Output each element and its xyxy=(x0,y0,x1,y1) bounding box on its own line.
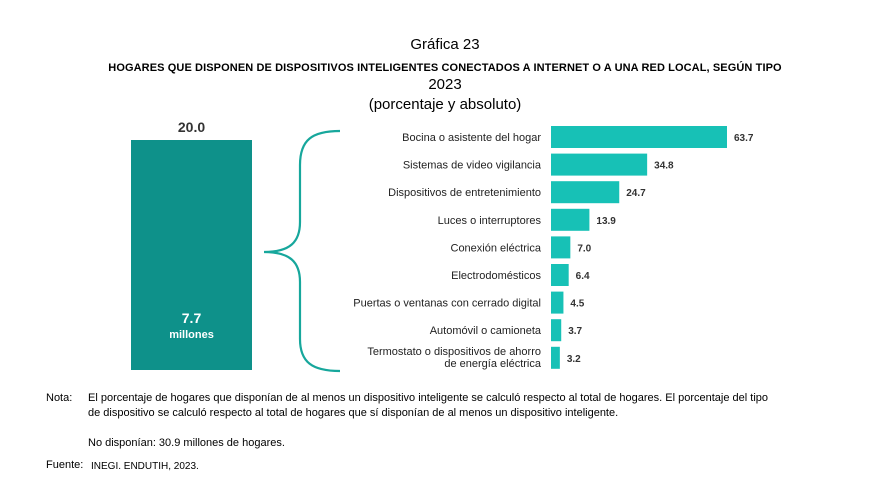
note-extra: No disponían: 30.9 millones de hogares. xyxy=(88,437,285,449)
total-bar-inner-unit: millones xyxy=(169,329,214,341)
total-bar-inner-value: 7.7 xyxy=(182,310,202,326)
note-label: Nota: xyxy=(46,392,73,404)
category-label: Luces o interruptores xyxy=(438,215,542,227)
source-label: Fuente: xyxy=(46,459,84,471)
bar xyxy=(551,264,569,286)
bar xyxy=(551,153,648,176)
bar-value-label: 6.4 xyxy=(576,271,590,282)
category-label: Puertas o ventanas con cerrado digital xyxy=(353,298,541,310)
bar xyxy=(551,319,562,342)
category-label: Termostato o dispositivos de ahorro de en… xyxy=(367,346,542,370)
bar-value-label: 63.7 xyxy=(734,133,754,144)
bar-value-label: 24.7 xyxy=(626,188,646,199)
bar-value-label: 13.9 xyxy=(596,216,616,227)
bar xyxy=(551,126,727,148)
category-label: Dispositivos de entretenimiento xyxy=(388,187,541,199)
bar xyxy=(551,346,560,369)
category-label: Automóvil o camioneta xyxy=(430,325,542,337)
chart-year: 2023 xyxy=(428,76,462,93)
bar-value-label: 7.0 xyxy=(577,243,591,254)
category-label: Electrodomésticos xyxy=(451,270,541,282)
chart-title: HOGARES QUE DISPONEN DE DISPOSITIVOS INT… xyxy=(108,62,782,74)
chart-number: Gráfica 23 xyxy=(410,36,480,53)
bar xyxy=(551,291,564,314)
note-text: El porcentaje de hogares que disponían d… xyxy=(88,392,768,419)
bar xyxy=(551,208,590,231)
chart-subtitle: (porcentaje y absoluto) xyxy=(368,96,522,113)
bar-value-label: 4.5 xyxy=(570,299,584,310)
total-bar-value-label: 20.0 xyxy=(178,119,205,135)
source-text: INEGI. ENDUTIH, 2023. xyxy=(91,461,199,472)
curly-brace xyxy=(263,129,341,373)
category-label: Conexión eléctrica xyxy=(451,242,542,254)
bar xyxy=(551,181,620,204)
category-label: Bocina o asistente del hogar xyxy=(402,132,541,144)
bar xyxy=(551,236,571,259)
bar-value-label: 3.2 xyxy=(567,354,581,365)
bar-value-label: 3.7 xyxy=(568,326,582,337)
category-label: Sistemas de video vigilancia xyxy=(403,160,542,172)
bar-value-label: 34.8 xyxy=(654,161,674,172)
total-bar xyxy=(131,140,252,370)
